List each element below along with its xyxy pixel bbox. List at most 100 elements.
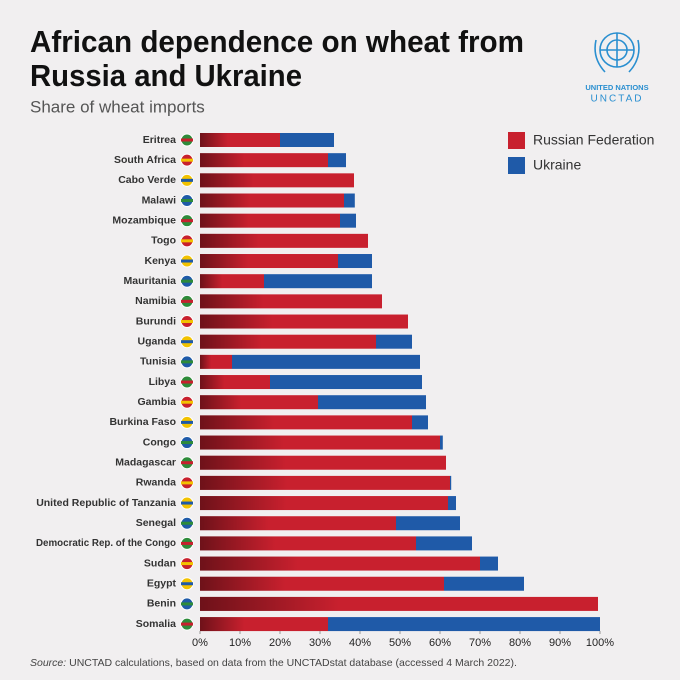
- legend-swatch: [508, 132, 525, 149]
- bar: [200, 193, 344, 208]
- y-tick-label: Namibia: [135, 295, 176, 307]
- flag: [180, 557, 194, 571]
- y-tick-label: Madagascar: [115, 457, 176, 469]
- y-tick-label: Burundi: [136, 315, 176, 327]
- bar: [328, 153, 346, 168]
- flag-band: [181, 602, 193, 606]
- bar: [450, 475, 452, 490]
- x-tick-label: 60%: [429, 637, 451, 649]
- bar: [340, 213, 356, 228]
- y-tick-label: Burkina Faso: [109, 416, 176, 428]
- bar: [200, 435, 440, 450]
- bar: [200, 375, 270, 390]
- bar: [200, 213, 340, 228]
- bar: [200, 233, 368, 248]
- flag-band: [181, 461, 193, 465]
- flag-band: [181, 158, 193, 162]
- bar: [396, 516, 460, 531]
- flag-band: [181, 501, 193, 505]
- bar: [200, 415, 412, 430]
- bar: [448, 496, 456, 511]
- flag: [180, 476, 194, 490]
- bar: [200, 294, 382, 309]
- flag: [180, 234, 194, 248]
- x-tick-label: 70%: [469, 637, 491, 649]
- flag: [180, 254, 194, 268]
- bar: [200, 354, 232, 369]
- flag: [180, 415, 194, 429]
- x-tick-label: 50%: [389, 637, 411, 649]
- y-tick-label: Gambia: [137, 396, 176, 408]
- y-tick-label: Cabo Verde: [118, 174, 176, 186]
- y-tick-label: Mauritania: [123, 275, 176, 287]
- y-tick-label: Democratic Rep. of the Congo: [36, 537, 176, 549]
- bar: [200, 153, 328, 168]
- source: Source: UNCTAD calculations, based on da…: [30, 657, 517, 669]
- flag: [180, 536, 194, 550]
- flag-band: [181, 299, 193, 303]
- bar: [344, 193, 355, 208]
- bar: [328, 617, 600, 632]
- y-tick-label: Libya: [149, 376, 177, 388]
- flag: [180, 395, 194, 409]
- x-tick-label: 100%: [586, 637, 614, 649]
- flag: [180, 153, 194, 167]
- flag: [180, 496, 194, 510]
- y-tick-label: United Republic of Tanzania: [36, 497, 176, 509]
- bar: [338, 254, 372, 269]
- chart-title: Russia and Ukraine: [30, 58, 302, 93]
- flag-band: [181, 582, 193, 586]
- flag-band: [181, 239, 193, 243]
- y-tick-label: Kenya: [144, 255, 176, 267]
- chart-subtitle: Share of wheat imports: [30, 97, 205, 116]
- bar: [200, 133, 280, 147]
- x-tick-label: 10%: [229, 637, 251, 649]
- flag-band: [181, 199, 193, 203]
- bar: [200, 536, 416, 551]
- flag: [180, 335, 194, 349]
- bar: [200, 617, 328, 632]
- flag: [180, 456, 194, 470]
- bar: [200, 314, 408, 329]
- flag-band: [181, 420, 193, 424]
- source-text: UNCTAD calculations, based on data from …: [69, 657, 517, 669]
- y-tick-label: Uganda: [137, 335, 176, 347]
- y-tick-label: South Africa: [114, 154, 176, 166]
- y-tick-label: Somalia: [136, 618, 176, 630]
- y-tick-label: Senegal: [136, 517, 176, 529]
- flag-band: [181, 340, 193, 344]
- bar: [480, 556, 498, 571]
- bar: [280, 133, 334, 147]
- flag-band: [181, 441, 193, 445]
- bar: [200, 274, 264, 289]
- bar: [412, 415, 428, 430]
- bar: [440, 435, 443, 450]
- flag: [180, 617, 194, 631]
- flag-band: [181, 622, 193, 626]
- x-tick-label: 80%: [509, 637, 531, 649]
- bar: [232, 354, 420, 369]
- logo: [594, 32, 640, 73]
- flag-band: [181, 138, 193, 142]
- bar: [318, 395, 426, 410]
- flag: [180, 315, 194, 329]
- bar: [376, 334, 412, 349]
- bar: [200, 455, 446, 470]
- flag: [180, 577, 194, 591]
- bar: [270, 375, 422, 390]
- logo-text: UNITED NATIONS: [585, 83, 648, 92]
- flag: [180, 274, 194, 288]
- y-tick-label: Malawi: [142, 194, 177, 206]
- flag-band: [181, 562, 193, 566]
- bar: [200, 576, 444, 591]
- bar: [200, 173, 354, 188]
- x-tick-label: 90%: [549, 637, 571, 649]
- flag: [180, 173, 194, 187]
- flag-band: [181, 380, 193, 384]
- legend-swatch: [508, 157, 525, 174]
- bar: [200, 496, 448, 511]
- x-tick-label: 40%: [349, 637, 371, 649]
- y-tick-label: Rwanda: [136, 477, 176, 489]
- flag-band: [181, 521, 193, 525]
